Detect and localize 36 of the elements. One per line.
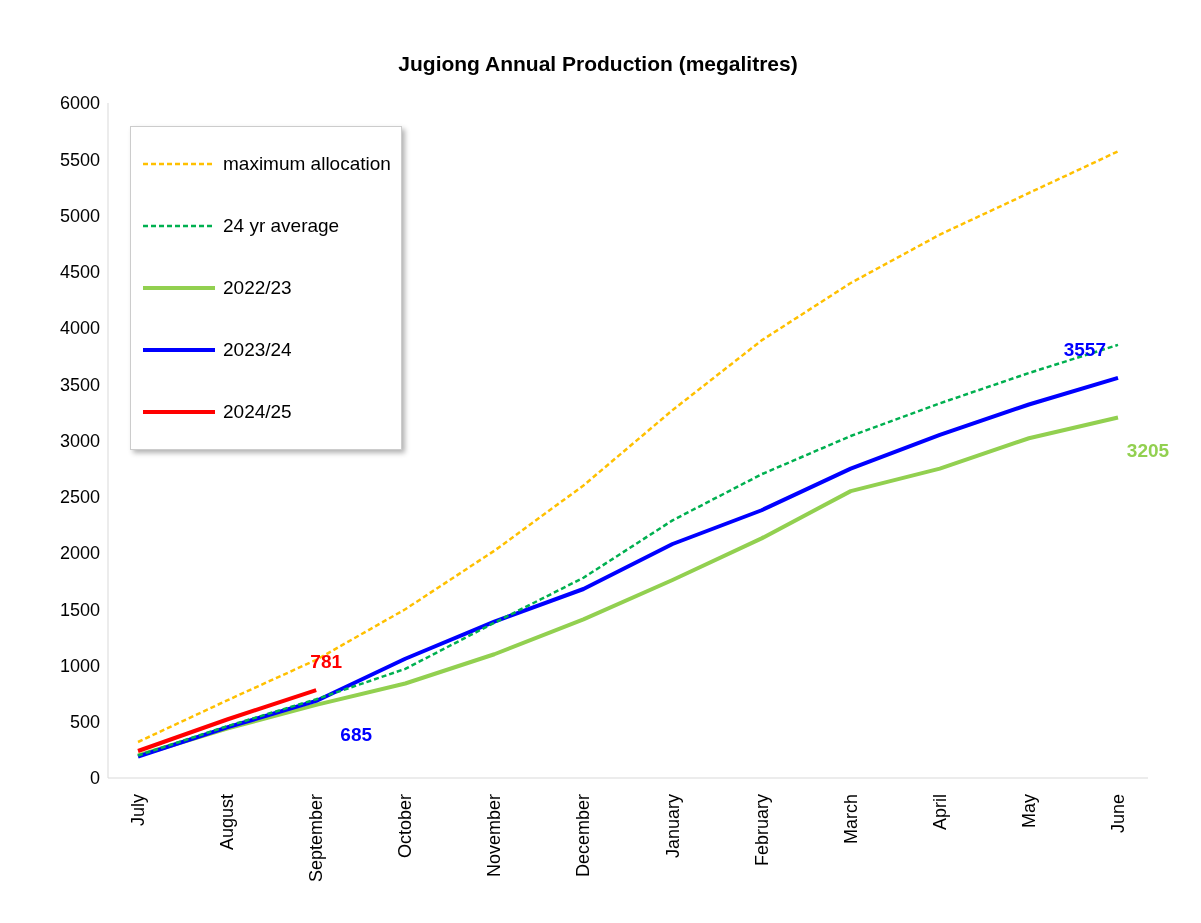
x-tick-label: April <box>929 794 950 831</box>
data-label: 3557 <box>1063 338 1106 360</box>
y-tick-label: 0 <box>89 768 100 789</box>
y-tick-label: 2500 <box>59 487 100 508</box>
chart-title: Jugiong Annual Production (megalitres) <box>397 52 799 76</box>
x-tick-label: August <box>217 794 238 851</box>
data-label: 3205 <box>1126 440 1170 462</box>
legend-label: 24 yr average <box>223 215 340 237</box>
x-tick-label: February <box>751 794 772 867</box>
x-tick-label: May <box>1018 794 1039 829</box>
y-tick-label: 6000 <box>59 93 100 114</box>
data-label: 781 <box>310 651 343 673</box>
x-tick-label: January <box>662 794 683 859</box>
y-tick-label: 5000 <box>59 205 100 226</box>
y-tick-label: 2000 <box>59 543 100 564</box>
x-tick-label: June <box>1108 794 1128 834</box>
x-tick-label: October <box>395 794 416 859</box>
legend-label: 2024/25 <box>223 401 292 423</box>
y-tick-label: 3500 <box>59 374 100 395</box>
x-tick-label: December <box>573 794 594 878</box>
y-tick-label: 5500 <box>59 149 100 170</box>
legend-label: 2022/23 <box>223 277 292 299</box>
legend-label: maximum allocation <box>223 153 391 175</box>
y-tick-label: 1000 <box>59 655 100 676</box>
x-tick-label: September <box>306 794 327 883</box>
y-tick-label: 500 <box>69 712 100 733</box>
y-tick-label: 4500 <box>59 262 100 283</box>
x-tick-label: November <box>484 794 505 878</box>
x-tick-label: July <box>128 794 148 827</box>
y-tick-label: 4000 <box>59 318 100 339</box>
y-tick-label: 3000 <box>59 430 100 451</box>
line-series <box>136 150 1120 744</box>
data-label: 685 <box>340 723 373 745</box>
legend-label: 2023/24 <box>223 339 292 361</box>
y-tick-label: 1500 <box>59 599 100 620</box>
x-tick-label: March <box>840 794 861 845</box>
